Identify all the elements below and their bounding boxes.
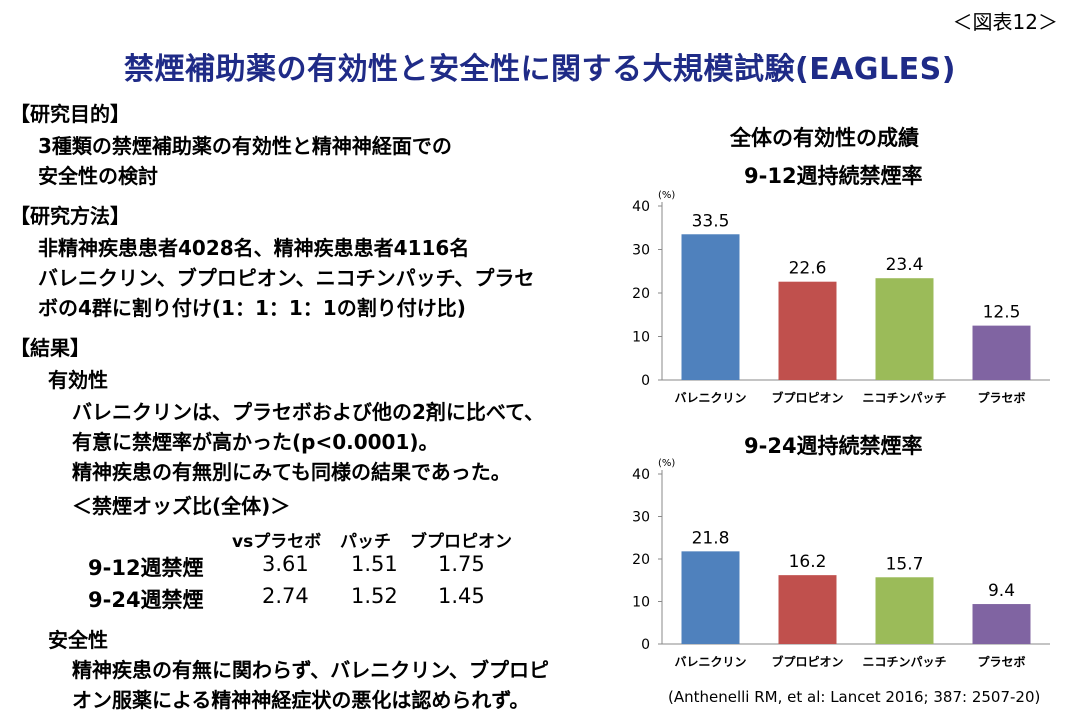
x-category-label: プラセボ [977, 390, 1025, 405]
result-heading: 【結果】 [10, 336, 90, 360]
method-line: 非精神疾患患者4028名、精神疾患患者4116名 [38, 236, 470, 260]
charts-heading: 全体の有効性の成績 [730, 126, 919, 150]
chart-title: 9-24週持続禁煙率 [744, 434, 923, 458]
odds-cell: 1.51 [351, 552, 398, 576]
y-tick-label: 10 [632, 330, 650, 346]
bar [972, 325, 1031, 380]
bar-value-label: 9.4 [988, 581, 1015, 601]
x-category-label: ニコチンパッチ [862, 655, 946, 669]
method-line: バレニクリン、ブプロピオン、ニコチンパッチ、プラセ [38, 266, 535, 290]
odds-col-header: パッチ [340, 532, 391, 552]
y-tick-label: 40 [632, 199, 650, 215]
bar [778, 281, 837, 380]
method-heading: 【研究方法】 [10, 204, 130, 228]
bar [875, 278, 934, 380]
y-axis-unit: (%) [658, 458, 675, 469]
bar-value-label: 22.6 [789, 259, 827, 279]
bar-value-label: 15.7 [886, 554, 924, 574]
bar-value-label: 23.4 [886, 255, 924, 275]
purpose-line: 安全性の検討 [38, 164, 158, 188]
x-category-label: ブプロピオン [771, 390, 843, 405]
x-category-label: バレニクリン [674, 655, 746, 669]
bar-value-label: 12.5 [983, 303, 1021, 323]
safety-line: 精神疾患の有無に関わらず、バレニクリン、ブプロピ [72, 658, 549, 682]
bar [681, 234, 740, 380]
efficacy-line: 有意に禁煙率が高かった(p<0.0001)。 [72, 430, 439, 454]
odds-cell: 2.74 [262, 584, 309, 608]
bar-chart-9-12: (%) 0 10 20 30 40 33.5 バレニクリン 22.6 ブプロピオン 23.4 ニコチン… [632, 190, 1050, 405]
y-tick-label: 40 [632, 467, 650, 483]
odds-heading: ＜禁煙オッズ比(全体)＞ [72, 494, 291, 518]
citation: (Anthenelli RM, et al: Lancet 2016; 387:… [668, 688, 1041, 706]
bar-value-label: 16.2 [789, 552, 827, 572]
odds-cell: 1.52 [351, 584, 398, 608]
efficacy-line: バレニクリンは、プラセボおよび他の2剤に比べて、 [72, 400, 545, 424]
bar [875, 577, 934, 644]
bar [681, 551, 740, 644]
odds-col-header: ブプロピオン [410, 532, 512, 552]
x-category-label: プラセボ [977, 654, 1025, 669]
bar [972, 604, 1031, 644]
x-category-label: ブプロピオン [771, 654, 843, 669]
odds-row-label: 9-12週禁煙 [88, 556, 204, 580]
bar-chart-9-24: (%) 0 10 20 30 40 21.8 バレニクリン 16.2 ブプロピオン 15.7 ニコチン… [632, 458, 1050, 669]
y-tick-label: 30 [632, 510, 650, 526]
chart-title: 9-12週持続禁煙率 [744, 164, 923, 188]
odds-row-label: 9-24週禁煙 [88, 588, 204, 612]
slide-title: 禁煙補助薬の有効性と安全性に関する大規模試験(EAGLES) [124, 52, 956, 87]
y-tick-label: 0 [641, 637, 650, 653]
safety-line: オン服薬による精神神経症状の悪化は認められず。 [72, 688, 530, 712]
y-tick-label: 20 [632, 552, 650, 568]
efficacy-heading: 有効性 [48, 368, 108, 392]
method-line: ボの4群に割り付け(1：1：1：1の割り付け比) [38, 296, 466, 320]
y-tick-label: 30 [632, 243, 650, 259]
x-category-label: ニコチンパッチ [862, 391, 946, 405]
purpose-heading: 【研究目的】 [10, 102, 130, 126]
odds-cell: 1.75 [438, 552, 485, 576]
odds-col-header: vsプラセボ [232, 532, 322, 552]
y-tick-label: 10 [632, 595, 650, 611]
bar-value-label: 21.8 [692, 528, 730, 548]
y-tick-label: 20 [632, 286, 650, 302]
figure-number: ＜図表12＞ [952, 10, 1058, 34]
efficacy-line: 精神疾患の有無別にみても同様の結果であった。 [72, 460, 511, 484]
bar-value-label: 33.5 [692, 211, 730, 231]
odds-cell: 1.45 [438, 584, 485, 608]
y-tick-label: 0 [641, 373, 650, 389]
purpose-line: 3種類の禁煙補助薬の有効性と精神神経面での [38, 134, 452, 158]
odds-cell: 3.61 [262, 552, 309, 576]
safety-heading: 安全性 [48, 628, 108, 652]
bar [778, 575, 837, 644]
x-category-label: バレニクリン [674, 391, 746, 405]
y-axis-unit: (%) [658, 190, 675, 201]
